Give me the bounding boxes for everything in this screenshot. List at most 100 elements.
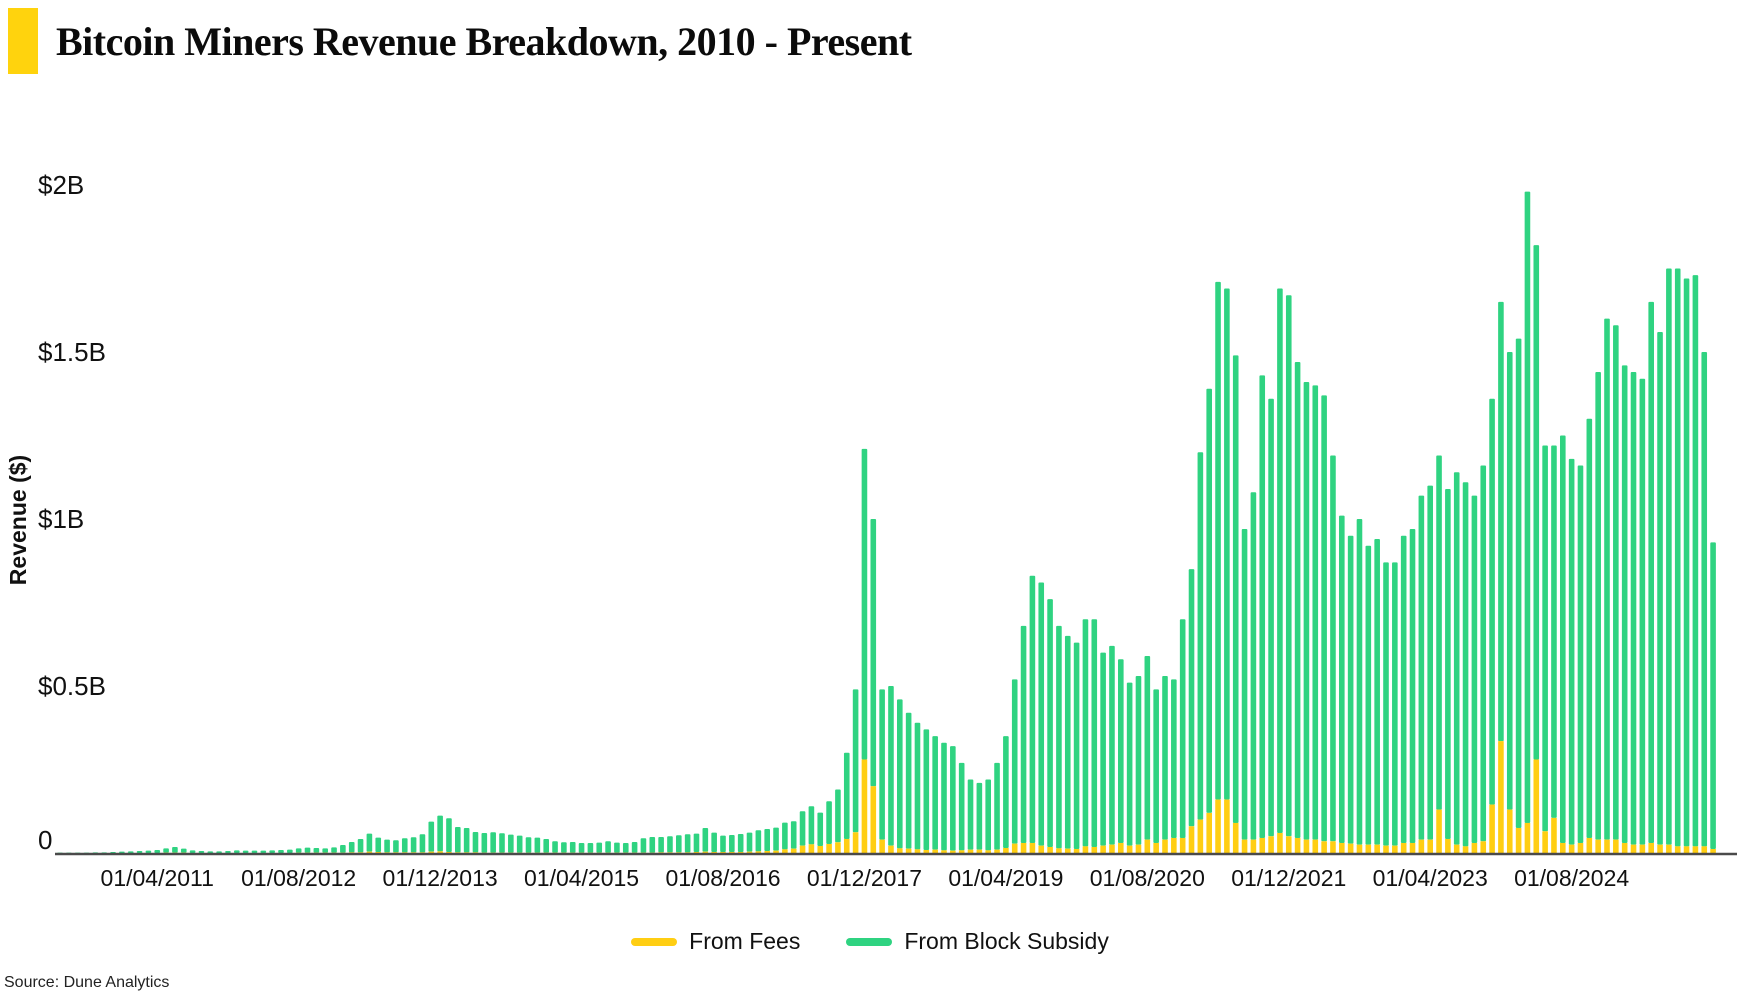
fees-bar[interactable]: [994, 849, 1000, 853]
subsidy-bar[interactable]: [1285, 295, 1292, 837]
fees-bar[interactable]: [1542, 831, 1548, 853]
subsidy-bar[interactable]: [1604, 318, 1610, 840]
fees-bar[interactable]: [1524, 822, 1531, 853]
subsidy-bar[interactable]: [1312, 385, 1319, 840]
subsidy-bar[interactable]: [861, 448, 868, 760]
subsidy-bar[interactable]: [189, 850, 196, 853]
subsidy-bar[interactable]: [1073, 642, 1080, 849]
subsidy-bar[interactable]: [1277, 288, 1283, 833]
fees-bar[interactable]: [1515, 827, 1522, 853]
fees-bar[interactable]: [1418, 839, 1425, 853]
subsidy-bar[interactable]: [826, 801, 832, 844]
fees-bar[interactable]: [746, 851, 753, 853]
fees-bar[interactable]: [1330, 841, 1336, 853]
subsidy-bar[interactable]: [1400, 535, 1407, 843]
subsidy-bar[interactable]: [640, 838, 647, 853]
subsidy-bar[interactable]: [967, 779, 974, 850]
subsidy-bar[interactable]: [923, 729, 930, 850]
subsidy-bar[interactable]: [782, 822, 788, 850]
subsidy-bar[interactable]: [481, 832, 488, 853]
subsidy-bar[interactable]: [1126, 682, 1133, 846]
fees-bar[interactable]: [711, 851, 717, 853]
fees-bar[interactable]: [1126, 845, 1133, 853]
subsidy-bar[interactable]: [1003, 736, 1009, 848]
fees-bar[interactable]: [1118, 842, 1124, 853]
subsidy-bar[interactable]: [410, 837, 417, 853]
subsidy-bar[interactable]: [799, 811, 806, 846]
fees-bar[interactable]: [729, 851, 735, 853]
subsidy-bar[interactable]: [1710, 542, 1716, 849]
subsidy-bar[interactable]: [225, 850, 231, 853]
subsidy-bar[interactable]: [897, 699, 903, 849]
fees-bar[interactable]: [658, 852, 664, 853]
subsidy-bar[interactable]: [1029, 575, 1036, 843]
subsidy-bar[interactable]: [1294, 362, 1301, 838]
subsidy-bar[interactable]: [622, 842, 629, 853]
fees-bar[interactable]: [1162, 839, 1168, 853]
subsidy-bar[interactable]: [1224, 288, 1230, 800]
fees-bar[interactable]: [826, 843, 832, 853]
subsidy-bar[interactable]: [1047, 599, 1053, 847]
subsidy-bar[interactable]: [437, 815, 443, 852]
subsidy-bar[interactable]: [1250, 492, 1257, 840]
subsidy-bar[interactable]: [1498, 301, 1504, 742]
subsidy-bar[interactable]: [1524, 191, 1531, 823]
subsidy-bar[interactable]: [525, 837, 532, 853]
fees-bar[interactable]: [1551, 817, 1557, 853]
fees-bar[interactable]: [684, 852, 691, 853]
fees-bar[interactable]: [1232, 822, 1239, 853]
fees-bar[interactable]: [1498, 741, 1504, 853]
subsidy-bar[interactable]: [835, 789, 841, 843]
fees-bar[interactable]: [357, 852, 364, 853]
subsidy-bar[interactable]: [119, 851, 125, 853]
fees-bar[interactable]: [1604, 839, 1610, 853]
subsidy-bar[interactable]: [879, 689, 885, 840]
fees-bar[interactable]: [667, 852, 673, 853]
subsidy-bar[interactable]: [1533, 245, 1540, 760]
fees-bar[interactable]: [782, 849, 788, 853]
subsidy-bar[interactable]: [773, 827, 779, 851]
fees-bar[interactable]: [437, 851, 443, 853]
fees-bar[interactable]: [1285, 836, 1292, 853]
fees-bar[interactable]: [755, 851, 762, 853]
subsidy-bar[interactable]: [428, 821, 435, 852]
subsidy-bar[interactable]: [154, 849, 161, 853]
subsidy-bar[interactable]: [587, 842, 594, 853]
fees-bar[interactable]: [1710, 848, 1716, 853]
fees-bar[interactable]: [1056, 848, 1062, 853]
fees-bar[interactable]: [958, 850, 965, 853]
subsidy-bar[interactable]: [1091, 619, 1098, 847]
subsidy-bar[interactable]: [1365, 545, 1372, 845]
subsidy-bar[interactable]: [499, 833, 505, 853]
fees-bar[interactable]: [1100, 845, 1106, 853]
subsidy-bar[interactable]: [136, 850, 143, 853]
fees-bar[interactable]: [472, 852, 479, 853]
subsidy-bar[interactable]: [1197, 452, 1204, 820]
legend-item-subsidy[interactable]: From Block Subsidy: [846, 928, 1109, 955]
fees-bar[interactable]: [1038, 845, 1045, 853]
fees-bar[interactable]: [1224, 799, 1230, 853]
subsidy-bar[interactable]: [852, 689, 859, 833]
subsidy-bar[interactable]: [720, 835, 726, 852]
subsidy-bar[interactable]: [1100, 652, 1106, 846]
fees-bar[interactable]: [879, 839, 885, 853]
subsidy-bar[interactable]: [313, 847, 320, 853]
subsidy-bar[interactable]: [684, 834, 691, 853]
subsidy-bar[interactable]: [932, 736, 938, 850]
fees-bar[interactable]: [888, 845, 894, 853]
fees-bar[interactable]: [1250, 839, 1257, 853]
subsidy-bar[interactable]: [1506, 352, 1513, 810]
fees-bar[interactable]: [861, 759, 868, 853]
fees-bar[interactable]: [1533, 759, 1540, 853]
fees-bar[interactable]: [950, 850, 956, 853]
fees-bar[interactable]: [1374, 844, 1380, 853]
subsidy-bar[interactable]: [1215, 281, 1221, 800]
subsidy-bar[interactable]: [764, 828, 770, 851]
subsidy-bar[interactable]: [1480, 465, 1487, 842]
subsidy-bar[interactable]: [1551, 445, 1557, 818]
subsidy-bar[interactable]: [393, 840, 399, 853]
fees-bar[interactable]: [1586, 837, 1593, 853]
subsidy-bar[interactable]: [914, 722, 921, 850]
fees-bar[interactable]: [1630, 844, 1637, 853]
subsidy-bar[interactable]: [357, 838, 364, 853]
